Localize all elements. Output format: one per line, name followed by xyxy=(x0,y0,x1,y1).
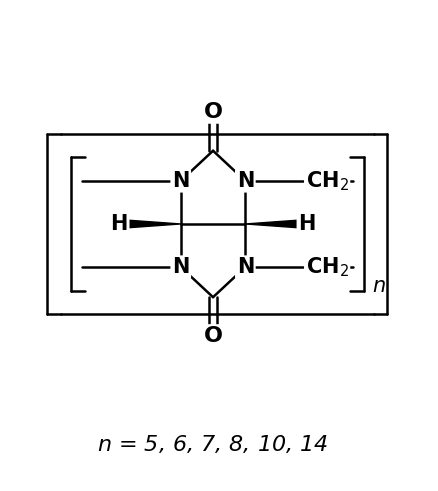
Text: $n$: $n$ xyxy=(371,276,385,297)
Text: N: N xyxy=(172,257,189,277)
Text: N: N xyxy=(172,171,189,191)
Text: O: O xyxy=(203,326,222,346)
Text: $n$ = 5, 6, 7, 8, 10, 14: $n$ = 5, 6, 7, 8, 10, 14 xyxy=(97,433,328,455)
Text: N: N xyxy=(236,171,254,191)
Text: CH$_2$: CH$_2$ xyxy=(305,169,348,192)
Text: H: H xyxy=(110,214,127,234)
Polygon shape xyxy=(245,220,298,228)
Text: CH$_2$: CH$_2$ xyxy=(305,255,348,279)
Text: N: N xyxy=(236,257,254,277)
Text: O: O xyxy=(203,102,222,122)
Polygon shape xyxy=(127,220,180,228)
Text: H: H xyxy=(297,214,315,234)
